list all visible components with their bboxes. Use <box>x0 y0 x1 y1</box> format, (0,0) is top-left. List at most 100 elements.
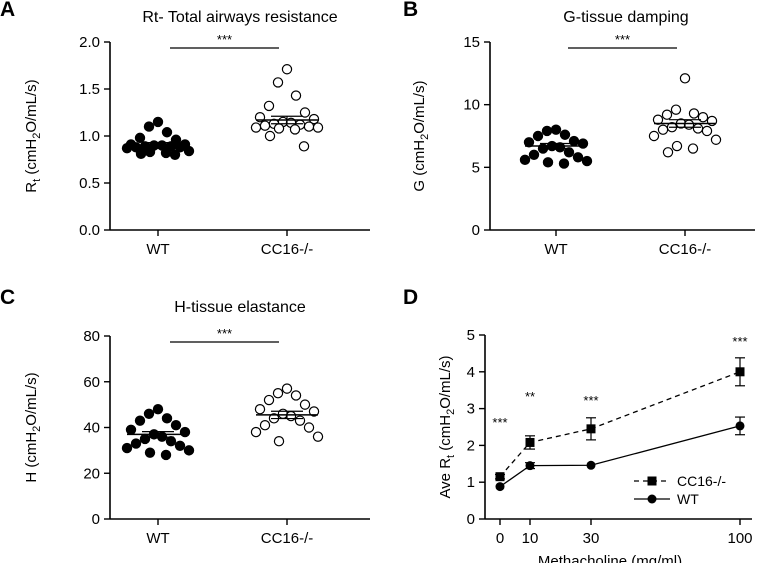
y-tick-label: 20 <box>83 465 100 482</box>
significance-label: *** <box>583 393 598 408</box>
panel-label: B <box>403 0 418 21</box>
data-point <box>135 148 147 160</box>
data-point <box>299 107 311 118</box>
panel-c: C H-tissue elastance 0 20 40 60 80 WT CC16-/- H (… <box>0 286 370 547</box>
data-point <box>290 90 302 101</box>
data-point <box>254 404 266 415</box>
panel-title: G-tissue damping <box>563 9 688 26</box>
x-tick-label: 30 <box>583 530 600 547</box>
data-point <box>308 113 320 125</box>
data-point <box>281 383 293 394</box>
legend: CC16-/- WT <box>634 473 726 507</box>
data-point <box>161 127 173 138</box>
data-point <box>179 426 191 438</box>
y-tick-label: 80 <box>83 328 100 345</box>
significance-label: ** <box>525 389 535 404</box>
data-point <box>558 158 570 169</box>
data-point <box>264 130 276 142</box>
data-point-square <box>586 424 596 434</box>
data-point-circle <box>735 421 745 431</box>
x-tick-label: WT <box>544 241 567 258</box>
data-point <box>273 123 285 134</box>
series-line-wt <box>499 425 741 488</box>
panel-b: B G-tissue damping 0 5 10 15 WT CC16-/- G (cmH2O… <box>403 0 755 258</box>
x-tick-label: CC16-/- <box>261 530 314 547</box>
x-tick-label: CC16-/- <box>659 241 712 258</box>
data-point <box>125 424 137 435</box>
data-point <box>272 387 284 399</box>
y-tick-label: 2 <box>467 437 475 454</box>
significance-label: *** <box>217 326 232 341</box>
data-point <box>298 141 310 152</box>
data-point <box>183 145 195 157</box>
data-point <box>688 108 700 119</box>
data-point <box>541 125 553 137</box>
data-point <box>710 134 722 145</box>
data-point <box>299 399 311 410</box>
data-point <box>263 394 275 406</box>
data-point-square <box>495 472 505 482</box>
y-tick-label: 5 <box>472 159 480 176</box>
panel-title: Rt- Total airways resistance <box>142 9 337 26</box>
x-axis-label: Methacholine (mg/ml) <box>538 553 682 563</box>
data-point <box>697 111 709 123</box>
data-point <box>144 447 156 458</box>
data-point <box>648 130 660 142</box>
data-point <box>559 129 571 140</box>
significance-label: *** <box>492 415 507 430</box>
data-point <box>152 404 164 415</box>
data-point <box>160 449 172 461</box>
data-point <box>303 422 315 433</box>
y-tick-label: 0.0 <box>79 222 100 239</box>
x-tick-label: 10 <box>522 530 539 547</box>
data-point <box>312 122 324 133</box>
data-point <box>139 433 151 445</box>
panel-label: A <box>0 0 15 21</box>
data-point <box>250 122 262 133</box>
data-point <box>285 410 297 422</box>
legend-marker-square <box>647 476 657 486</box>
data-point <box>289 124 301 135</box>
y-tick-label: 3 <box>467 401 475 418</box>
legend-label-cc16: CC16-/- <box>677 473 726 489</box>
data-point <box>661 109 673 120</box>
data-point <box>550 124 562 135</box>
y-tick-label: 0.5 <box>79 175 100 192</box>
data-point <box>263 100 275 112</box>
y-tick-label: 1.0 <box>79 128 100 145</box>
legend-marker-circle <box>647 494 657 504</box>
y-tick-label: 1 <box>467 474 475 491</box>
data-point <box>259 120 271 131</box>
data-point <box>662 147 674 158</box>
significance-label: *** <box>217 32 232 47</box>
data-point <box>701 125 713 137</box>
data-point <box>161 413 173 424</box>
data-point <box>250 426 262 438</box>
data-point <box>272 77 284 88</box>
y-tick-label: 0 <box>92 511 100 528</box>
series-line-cc16 <box>499 371 741 478</box>
data-point <box>670 104 682 115</box>
data-point <box>174 440 186 451</box>
data-point <box>165 436 177 447</box>
x-tick-label: 100 <box>727 530 752 547</box>
y-axis-label: Rt (cmH2O/mL/s) <box>23 79 43 192</box>
data-point <box>281 64 293 75</box>
data-point <box>657 124 669 135</box>
data-point <box>259 420 271 431</box>
data-point-circle <box>525 461 535 471</box>
x-tick-label: 0 <box>496 530 504 547</box>
panel-d: D 0 1 2 3 4 5 0 10 30 100 Methacholine (mg/ml) Ave R… <box>403 286 753 563</box>
data-point <box>121 442 133 454</box>
y-tick-label: 0 <box>472 222 480 239</box>
data-point <box>143 408 155 419</box>
data-point-square <box>525 437 535 447</box>
data-point <box>160 147 172 159</box>
data-point <box>532 130 544 142</box>
y-tick-label: 4 <box>467 364 475 381</box>
data-point <box>134 415 146 426</box>
data-point <box>528 149 540 160</box>
y-tick-label: 40 <box>83 420 100 437</box>
data-point <box>169 149 181 160</box>
